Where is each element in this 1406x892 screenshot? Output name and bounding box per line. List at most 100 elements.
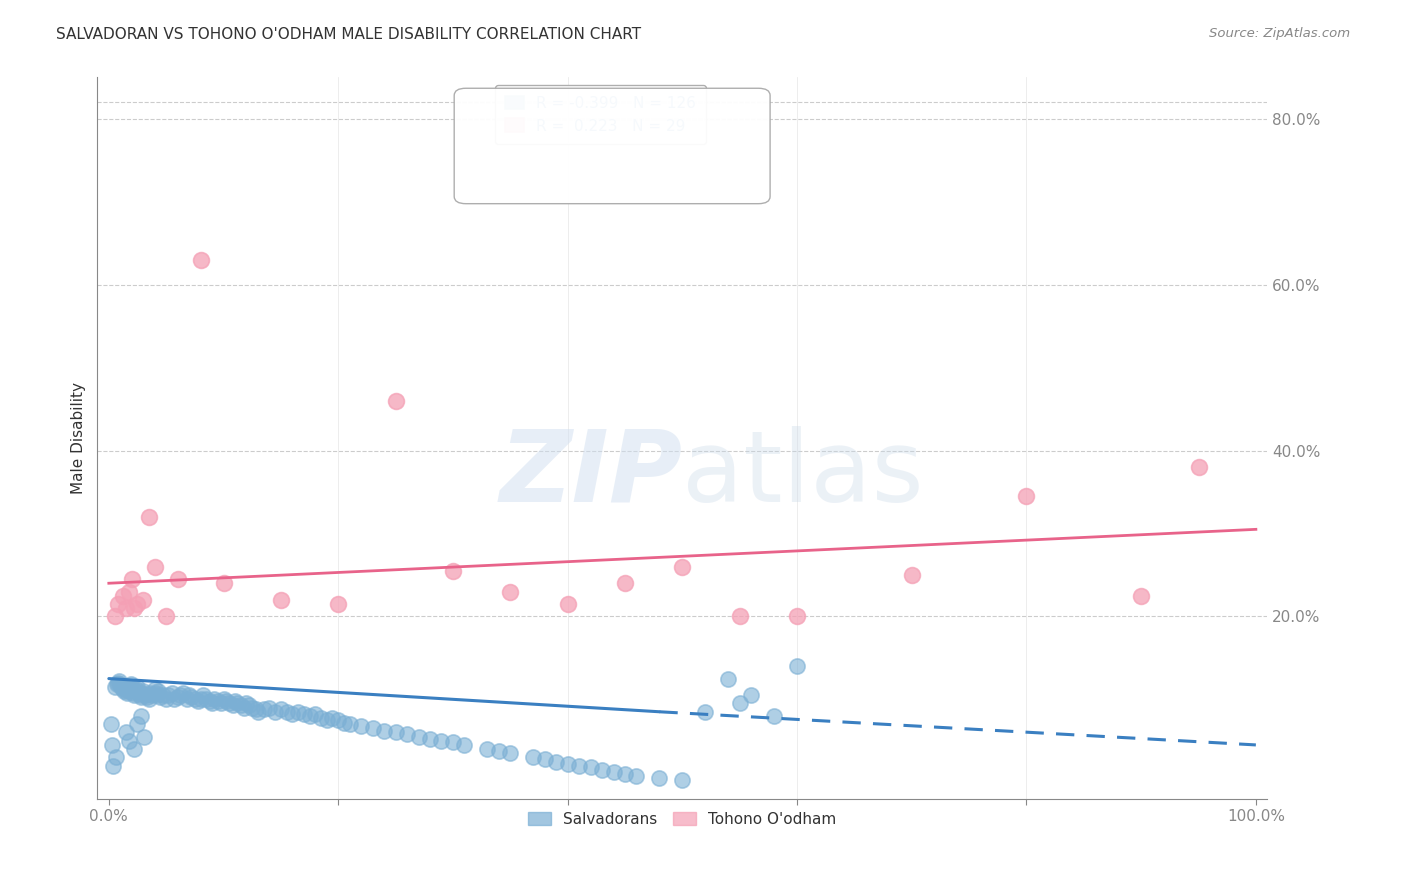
Point xyxy=(488,744,510,758)
Point xyxy=(128,688,150,702)
Point xyxy=(101,738,124,752)
FancyBboxPatch shape xyxy=(454,88,770,203)
Point xyxy=(522,750,544,764)
Point xyxy=(155,609,177,624)
Point xyxy=(786,659,808,673)
Point xyxy=(222,698,245,713)
Point xyxy=(287,705,309,719)
Point xyxy=(111,682,134,697)
Point xyxy=(146,684,169,698)
Point xyxy=(328,597,350,611)
Point xyxy=(264,705,287,719)
Point xyxy=(614,576,637,591)
Point xyxy=(115,725,138,739)
Point xyxy=(141,688,163,702)
Point xyxy=(245,702,267,716)
Point xyxy=(139,686,162,700)
Point xyxy=(717,672,740,686)
Point xyxy=(118,584,141,599)
Point xyxy=(728,697,751,711)
Point xyxy=(132,592,155,607)
Point xyxy=(131,686,153,700)
Point xyxy=(339,717,361,731)
Point xyxy=(384,725,406,739)
Point xyxy=(671,559,693,574)
Point xyxy=(408,730,430,744)
Point xyxy=(900,568,922,582)
Point xyxy=(190,692,212,706)
Point xyxy=(110,677,132,691)
Point xyxy=(441,735,464,749)
Point xyxy=(298,709,321,723)
Point xyxy=(110,680,132,694)
Point xyxy=(121,682,143,697)
Point xyxy=(209,697,232,711)
Point xyxy=(190,252,212,267)
Point xyxy=(125,682,148,697)
Point xyxy=(499,746,522,760)
Point xyxy=(419,732,441,747)
Point xyxy=(191,688,214,702)
Point xyxy=(276,705,298,719)
Point xyxy=(304,707,326,722)
Point xyxy=(671,772,693,787)
Point xyxy=(270,592,292,607)
Point xyxy=(240,700,263,714)
Point xyxy=(166,572,188,586)
Point xyxy=(132,684,155,698)
Point xyxy=(129,690,152,704)
Point xyxy=(1015,489,1038,503)
Point xyxy=(238,698,260,713)
Point xyxy=(107,675,129,690)
Point xyxy=(557,597,579,611)
Point xyxy=(121,572,143,586)
Point xyxy=(115,686,138,700)
Point xyxy=(198,694,221,708)
Point xyxy=(124,684,146,698)
Point xyxy=(103,680,125,694)
Point xyxy=(179,688,201,702)
Point xyxy=(202,692,225,706)
Point xyxy=(163,692,186,706)
Point xyxy=(315,713,337,727)
Point xyxy=(160,686,183,700)
Y-axis label: Male Disability: Male Disability xyxy=(72,382,86,494)
Point xyxy=(430,733,453,747)
Point xyxy=(118,680,141,694)
Point xyxy=(128,686,150,700)
Text: ZIP: ZIP xyxy=(499,425,682,523)
Point xyxy=(602,765,624,780)
Point xyxy=(648,771,671,785)
Point xyxy=(117,684,139,698)
Point xyxy=(146,688,169,702)
Point xyxy=(127,717,149,731)
Point xyxy=(361,722,384,736)
Point xyxy=(453,738,475,752)
Point xyxy=(499,584,522,599)
Point xyxy=(218,697,240,711)
Point xyxy=(138,509,160,524)
Point xyxy=(321,710,343,724)
Point xyxy=(477,742,499,756)
Point xyxy=(135,688,157,702)
Point xyxy=(614,767,637,781)
Point xyxy=(309,710,332,724)
Point xyxy=(143,559,166,574)
Point xyxy=(441,564,464,578)
Point xyxy=(1187,460,1209,475)
Point xyxy=(104,750,127,764)
Point xyxy=(152,688,174,702)
Point xyxy=(120,677,142,691)
Point xyxy=(111,589,134,603)
Point xyxy=(740,688,762,702)
Point xyxy=(166,690,188,704)
Point xyxy=(187,694,209,708)
Point xyxy=(350,719,373,733)
Point xyxy=(591,763,613,777)
Point xyxy=(108,674,131,689)
Point xyxy=(1130,589,1153,603)
Point xyxy=(557,757,579,772)
Point xyxy=(253,702,276,716)
Point xyxy=(292,707,315,722)
Point xyxy=(135,690,157,704)
